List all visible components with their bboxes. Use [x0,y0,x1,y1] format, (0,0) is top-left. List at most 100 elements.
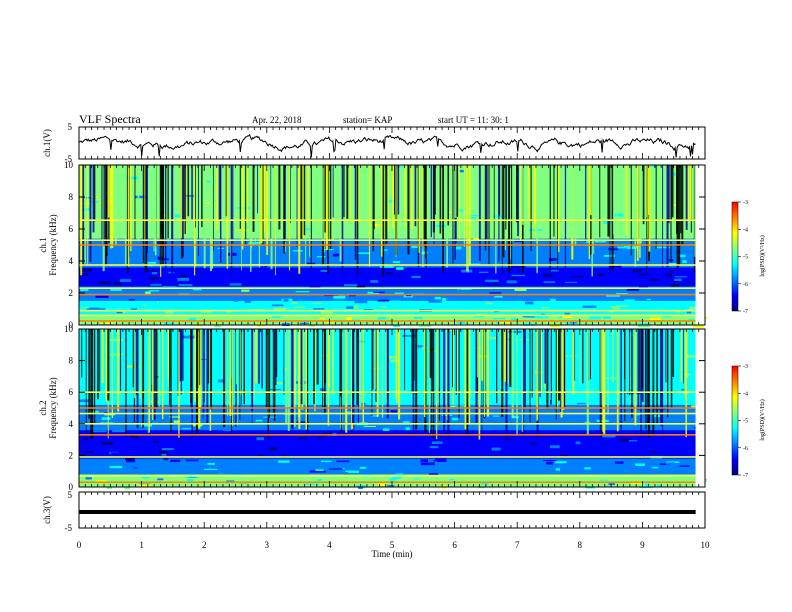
spectrogram-speckle [206,180,213,183]
spectrogram-speckle [650,192,657,194]
spectrogram-speckle [371,415,379,417]
spectrogram-sferic [265,329,268,408]
spectrogram-speckle [214,324,221,328]
spectrogram-sferic [517,165,519,237]
spectrogram-speckle [379,311,391,313]
spectrogram-speckle [570,275,583,278]
spectrogram-sferic [672,329,675,377]
spectrogram-speckle [200,310,213,313]
spectrogram-speckle [469,459,483,462]
spectrogram-speckle [327,430,342,434]
spectrogram-sferic [368,165,371,267]
spectrogram-speckle [420,268,426,272]
spectrogram-speckle [157,394,164,396]
ch2-colorbar-gradient [731,365,739,476]
spectrogram-speckle [154,475,164,479]
spectrogram-speckle [157,297,165,300]
spectrogram-sferic [287,329,290,431]
y-tick-label: 10 [64,324,74,334]
spectrogram-sferic [452,329,454,405]
spectrogram-speckle [527,448,534,452]
spectrogram-sferic [639,329,641,394]
spectrogram-sferic [322,165,324,241]
spectrogram-sferic [199,329,202,408]
spectrogram-speckle [606,294,621,297]
spectrogram-sferic [647,329,650,438]
spectrogram-sferic [111,329,113,409]
colorbar-tick-label: -6 [743,446,748,452]
spectrogram-sferic [442,165,444,273]
spectrogram-speckle [411,277,426,280]
spectrogram-speckle [543,281,556,283]
spectrogram-speckle [525,329,531,331]
spectrogram-sferic [683,329,684,384]
spectrogram-speckle [110,288,122,291]
spectrogram-speckle [348,253,357,256]
ch1-colorbar-gradient [731,201,739,312]
spectrogram-speckle [357,252,370,254]
ch1-ytick-top: 5 [68,122,73,132]
spectrogram-speckle [359,363,364,366]
spectrogram-speckle [309,470,322,473]
spectrogram-sferic [117,329,119,385]
spectrogram-sferic [124,165,127,265]
colorbar-tick-label: -4 [743,391,748,397]
spectrogram-speckle [233,299,239,302]
spectrogram-speckle [161,452,167,456]
spectrogram-speckle [649,317,661,321]
spectrogram-speckle [172,471,185,475]
spectrogram-sferic [527,165,530,220]
spectrogram-sferic [435,329,439,387]
spectrogram-speckle [492,317,506,320]
spectrogram-sferic [88,329,90,419]
spectrogram-sferic [371,329,373,416]
spectrogram-sferic [544,329,547,384]
spectrogram-sferic [510,165,512,259]
spectrogram-sferic [411,165,413,229]
spectrogram-speckle [389,300,401,304]
spectrogram-sferic [136,329,139,429]
spectrogram-sferic [191,165,193,220]
spectrogram-sferic [85,329,87,434]
spectrogram-speckle [304,483,319,485]
spectrogram-sferic [313,329,315,405]
spectrogram-speckle [95,295,109,298]
spectrogram-sferic [475,329,478,423]
spectrogram-speckle [135,294,142,297]
spectrogram-speckle [395,454,407,456]
spectrogram-sferic [345,329,348,433]
spectrogram-sferic [671,165,674,218]
spectrogram-speckle [387,484,395,487]
spectrogram-sferic [502,165,505,258]
spectrogram-speckle [588,318,601,320]
spectrogram-speckle [149,290,160,292]
spectrogram-sferic [642,165,645,225]
spectrogram-sferic [110,165,113,249]
spectrogram-speckle [674,276,688,278]
spectrogram-speckle [665,273,673,277]
spectrogram-sferic [187,165,190,217]
spectrogram-sferic [283,329,285,395]
spectrogram-sferic [412,329,415,431]
spectrogram-sferic [611,165,614,270]
spectrogram-sferic [142,165,145,263]
spectrogram-speckle [671,302,679,305]
y-tick-label: 6 [69,224,74,234]
ch3-voltage-ylabel: ch.3(V) [42,496,52,524]
spectrogram-speckle [674,278,682,282]
spectrogram-speckle [343,284,358,287]
spectrogram-speckle [125,176,139,180]
spectrogram-speckle [173,420,180,424]
spectrogram-speckle [662,228,668,230]
spectrogram-speckle [169,416,181,418]
spectrogram-sferic [430,165,432,238]
spectrogram-sferic [349,165,351,219]
spectrogram-speckle [229,283,242,286]
spectrogram-sferic [395,165,397,257]
spectrogram-sferic [359,329,362,410]
spectrogram-speckle [322,381,332,384]
spectrogram-sferic [105,329,108,402]
spectrogram-speckle [150,283,162,286]
spectrogram-sferic [309,165,311,257]
